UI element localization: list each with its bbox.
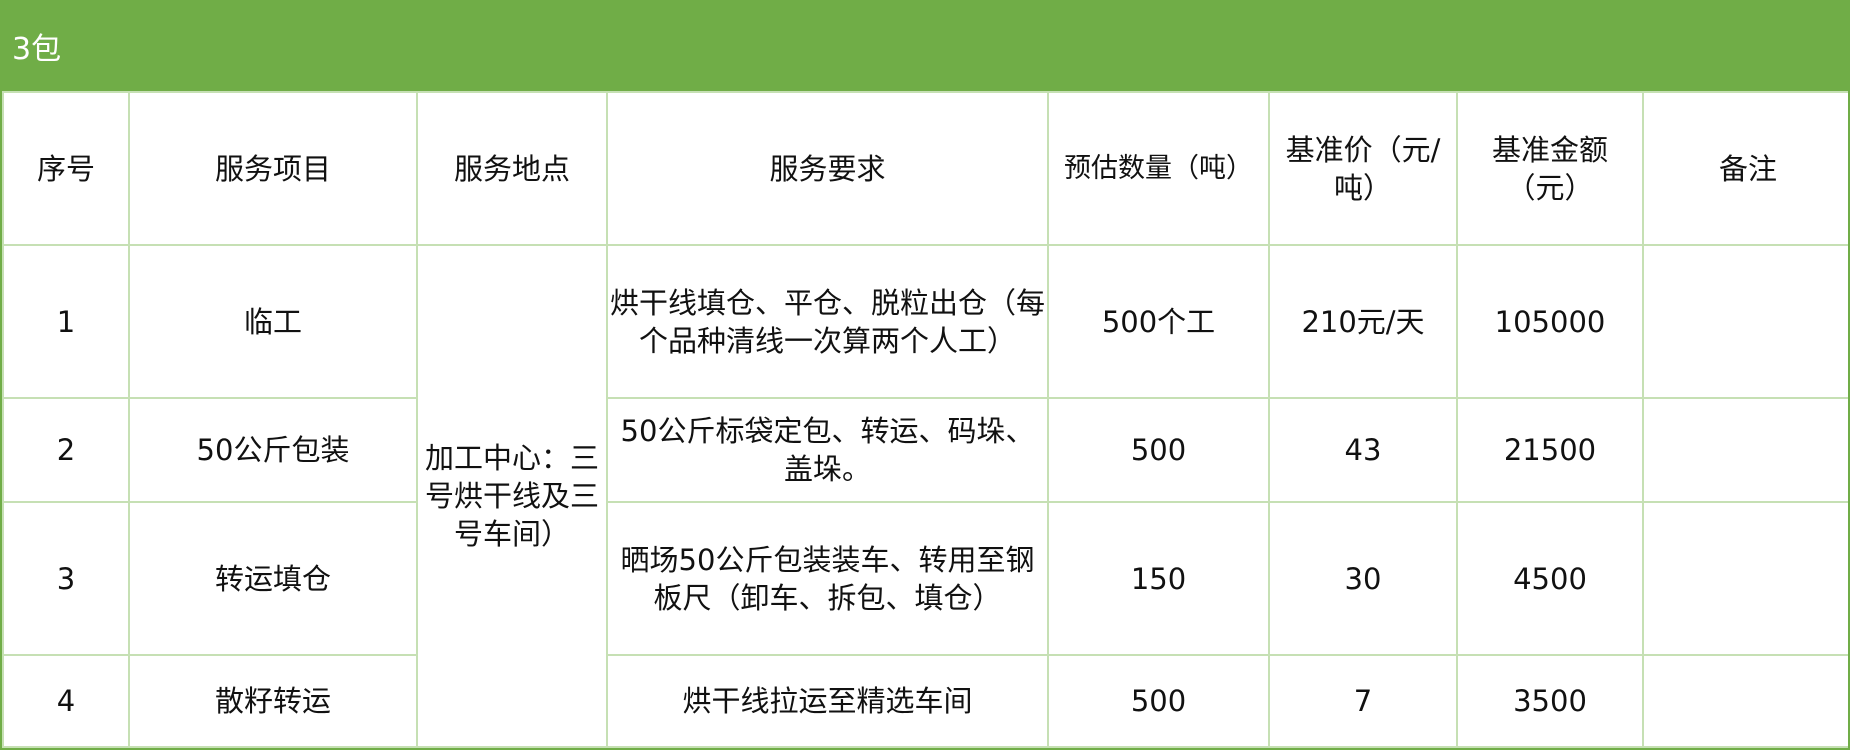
cell-quantity: 150 — [1047, 501, 1270, 656]
cell-quantity: 500 — [1047, 654, 1270, 748]
cell-price: 43 — [1268, 397, 1458, 503]
table-row: 1 临工 加工中心：三号烘干线及三号车间） 烘干线填仓、平仓、脱粒出仓（每个品种… — [2, 244, 1848, 748]
cell-item: 转运填仓 — [128, 501, 418, 656]
cell-requirement: 烘干线填仓、平仓、脱粒出仓（每个品种清线一次算两个人工） — [606, 244, 1049, 399]
service-table: 序号 服务项目 服务地点 服务要求 预估数量（吨） 基准价（元/吨） 基准金额（… — [2, 91, 1848, 748]
cell-price: 210元/天 — [1268, 244, 1458, 399]
section-title-bar: 3包 — [0, 0, 1850, 91]
cell-requirement: 烘干线拉运至精选车间 — [606, 654, 1049, 748]
cell-requirement: 晒场50公斤包装装车、转用至钢板尺（卸车、拆包、填仓） — [606, 501, 1049, 656]
cell-amount: 3500 — [1456, 654, 1644, 748]
cell-note — [1642, 397, 1848, 503]
cell-no: 2 — [2, 397, 130, 503]
section-title: 3包 — [12, 31, 62, 67]
column-header: 服务要求 — [606, 91, 1049, 246]
service-table-container: 序号 服务项目 服务地点 服务要求 预估数量（吨） 基准价（元/吨） 基准金额（… — [0, 91, 1850, 750]
cell-location: 加工中心：三号烘干线及三号车间） — [416, 244, 608, 748]
column-header: 服务项目 — [128, 91, 418, 246]
cell-item: 50公斤包装 — [128, 397, 418, 503]
cell-requirement: 50公斤标袋定包、转运、码垛、盖垛。 — [606, 397, 1049, 503]
cell-note — [1642, 501, 1848, 656]
cell-note — [1642, 244, 1848, 399]
cell-no: 3 — [2, 501, 130, 656]
cell-amount: 21500 — [1456, 397, 1644, 503]
cell-price: 7 — [1268, 654, 1458, 748]
cell-quantity: 500个工 — [1047, 244, 1270, 399]
cell-no: 1 — [2, 244, 130, 399]
cell-amount: 4500 — [1456, 501, 1644, 656]
cell-note — [1642, 654, 1848, 748]
cell-item: 散籽转运 — [128, 654, 418, 748]
column-header: 预估数量（吨） — [1047, 91, 1270, 246]
column-header: 备注 — [1642, 91, 1848, 246]
cell-price: 30 — [1268, 501, 1458, 656]
cell-quantity: 500 — [1047, 397, 1270, 503]
column-header: 基准价（元/吨） — [1268, 91, 1458, 246]
table-header-row: 序号 服务项目 服务地点 服务要求 预估数量（吨） 基准价（元/吨） 基准金额（… — [2, 91, 1848, 246]
cell-no: 4 — [2, 654, 130, 748]
column-header: 序号 — [2, 91, 130, 246]
column-header: 服务地点 — [416, 91, 608, 246]
table-row: 2 50公斤包装 50公斤标袋定包、转运、码垛、盖垛。 500 43 21500 — [2, 397, 1848, 503]
cell-amount: 105000 — [1456, 244, 1644, 399]
table-row: 4 散籽转运 烘干线拉运至精选车间 500 7 3500 — [2, 654, 1848, 748]
cell-item: 临工 — [128, 244, 418, 399]
table-row: 3 转运填仓 晒场50公斤包装装车、转用至钢板尺（卸车、拆包、填仓） 150 3… — [2, 501, 1848, 656]
column-header: 基准金额（元） — [1456, 91, 1644, 246]
